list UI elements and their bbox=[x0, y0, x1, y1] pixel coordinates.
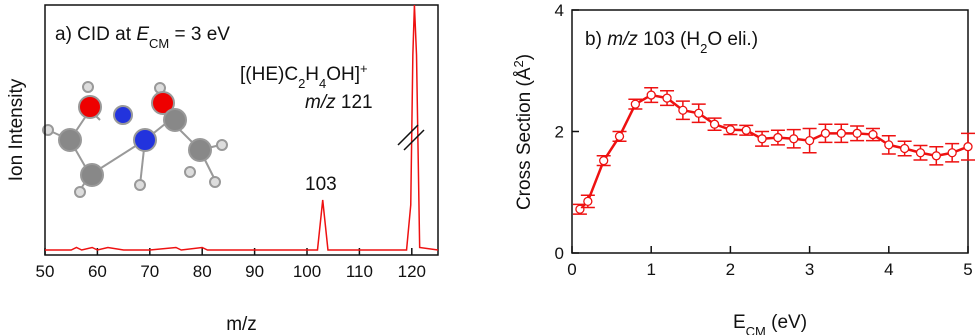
x-tick-label: 110 bbox=[346, 262, 373, 281]
y-axis-label: Ion Intensity bbox=[6, 78, 27, 181]
x-axis-label: m/z bbox=[226, 314, 257, 335]
y-tick-label: 0 bbox=[555, 244, 564, 263]
x-tick-label: 3 bbox=[805, 260, 814, 279]
annotation-part: + bbox=[360, 61, 368, 76]
data-point bbox=[947, 148, 957, 158]
data-point bbox=[773, 132, 783, 143]
y-tick-label: 2 bbox=[555, 123, 564, 142]
x-tick-label: 90 bbox=[245, 262, 264, 281]
x-axis-label: ECM (eV) bbox=[733, 312, 807, 335]
data-point bbox=[678, 105, 688, 115]
annotation: [(HE)C2H4OH]+ bbox=[240, 61, 368, 91]
data-point bbox=[646, 90, 656, 100]
data-point bbox=[709, 119, 720, 129]
y-axis-label-part: Cross Section (Å bbox=[514, 67, 535, 210]
axis-break bbox=[397, 124, 425, 151]
chart-title-part: E bbox=[136, 24, 149, 45]
x-axis-label-part: (eV) bbox=[766, 312, 807, 333]
x-tick-label: 80 bbox=[193, 262, 212, 281]
chart-title: b) m/z 103 (H2O eli.) bbox=[585, 29, 758, 56]
x-tick-label: 100 bbox=[293, 262, 321, 281]
y-axis-label: Cross Section (Å2) bbox=[511, 54, 536, 210]
data-point bbox=[662, 93, 672, 103]
y-axis-label-part: ) bbox=[514, 54, 535, 60]
x-tick-label: 2 bbox=[726, 260, 735, 279]
x-tick-label: 70 bbox=[140, 262, 159, 281]
chart-title-part: 2 bbox=[700, 41, 707, 56]
data-point bbox=[599, 156, 609, 166]
data-point bbox=[741, 125, 751, 135]
x-tick-label: 120 bbox=[398, 262, 426, 281]
annotation-part: 2 bbox=[298, 76, 305, 91]
annotation-part: 103 bbox=[305, 174, 337, 195]
plot-frame bbox=[44, 4, 439, 256]
data-point bbox=[725, 125, 736, 135]
annotation-part: OH] bbox=[326, 64, 360, 85]
data-point bbox=[583, 196, 593, 207]
x-tick-label: 50 bbox=[36, 262, 55, 281]
x-tick-label: 0 bbox=[567, 260, 576, 279]
chart-title: a) CID at ECM = 3 eV bbox=[55, 24, 230, 51]
x-tick-label: 60 bbox=[88, 262, 107, 281]
data-point bbox=[884, 140, 894, 150]
annotation-part: m/z bbox=[305, 92, 336, 113]
data-point bbox=[614, 131, 625, 142]
annotation: 103 bbox=[305, 174, 337, 195]
data-point bbox=[820, 128, 831, 138]
data-point bbox=[852, 128, 862, 138]
x-axis-label-part: E bbox=[733, 312, 746, 333]
chart-title-part: 103 (H bbox=[638, 29, 700, 50]
chart-title-part: b) bbox=[585, 29, 607, 50]
annotation-part: 121 bbox=[336, 92, 373, 113]
data-point bbox=[836, 128, 846, 138]
spectrum-line bbox=[45, 4, 439, 251]
data-point bbox=[575, 204, 585, 214]
data-point bbox=[963, 142, 973, 152]
data-point bbox=[931, 151, 941, 161]
data-point bbox=[630, 99, 641, 109]
chart-title-part: CM bbox=[149, 36, 169, 51]
y-tick-label: 4 bbox=[555, 1, 564, 20]
chart-title-part: a) CID at bbox=[55, 24, 136, 45]
y-axis-label-part: 2 bbox=[511, 60, 526, 67]
x-tick-label: 4 bbox=[884, 260, 893, 279]
x-tick-label: 1 bbox=[646, 260, 655, 279]
annotation-part: 4 bbox=[319, 76, 326, 91]
annotation-part: H bbox=[305, 64, 319, 85]
annotation-part: [(HE)C bbox=[240, 64, 298, 85]
chart-title-part: = 3 eV bbox=[169, 24, 230, 45]
data-point bbox=[868, 129, 878, 140]
x-axis-label-part: CM bbox=[746, 324, 766, 335]
data-point bbox=[899, 143, 910, 154]
chart-title-part: O eli.) bbox=[707, 29, 758, 50]
molecule bbox=[42, 81, 228, 198]
chart-title-part: m/z bbox=[607, 29, 638, 50]
annotation: m/z 121 bbox=[305, 92, 373, 113]
data-point bbox=[804, 135, 815, 146]
data-point bbox=[915, 148, 926, 158]
data-point bbox=[789, 134, 799, 144]
data-line bbox=[579, 93, 969, 211]
data-point bbox=[694, 108, 704, 118]
data-point bbox=[757, 134, 767, 144]
x-tick-label: 5 bbox=[963, 260, 972, 279]
